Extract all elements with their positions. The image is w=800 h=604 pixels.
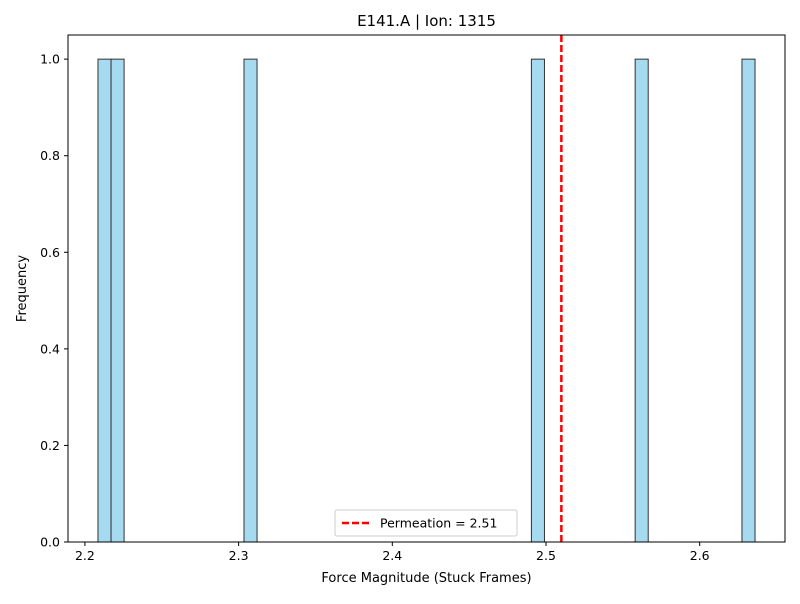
y-tick-label: 0.2 (40, 438, 60, 453)
legend-box (334, 509, 518, 537)
y-axis-label: Frequency (15, 255, 30, 322)
histogram-bar (243, 58, 258, 543)
x-tick-label: 2.3 (229, 548, 249, 563)
x-tick-label: 2.6 (690, 548, 710, 563)
x-tick-label: 2.4 (382, 548, 402, 563)
histogram-bar (634, 58, 649, 543)
legend-entry-permeation: Permeation = 2.51 (380, 516, 497, 531)
y-tick-label: 0.0 (40, 535, 60, 550)
plot-frame (67, 34, 786, 543)
legend: Permeation = 2.51 (334, 509, 518, 537)
x-tick-label: 2.5 (536, 548, 556, 563)
bars-layer (97, 58, 756, 543)
y-tick-label: 0.8 (40, 148, 60, 163)
y-tick-label: 1.0 (40, 52, 60, 67)
histogram-bar (530, 58, 545, 543)
histogram-bar (110, 58, 125, 543)
x-tick-label: 2.2 (75, 548, 95, 563)
histogram-bar (741, 58, 756, 543)
chart-title: E141.A | Ion: 1315 (357, 12, 496, 30)
y-tick-label: 0.6 (40, 245, 60, 260)
histogram-bar (97, 58, 112, 543)
y-tick-label: 0.4 (40, 341, 60, 356)
y-axis-ticks: 0.0 0.2 0.4 0.6 0.8 1.0 (40, 52, 68, 550)
x-axis-ticks: 2.2 2.3 2.4 2.5 2.6 (75, 542, 710, 563)
x-axis-label: Force Magnitude (Stuck Frames) (321, 571, 531, 586)
